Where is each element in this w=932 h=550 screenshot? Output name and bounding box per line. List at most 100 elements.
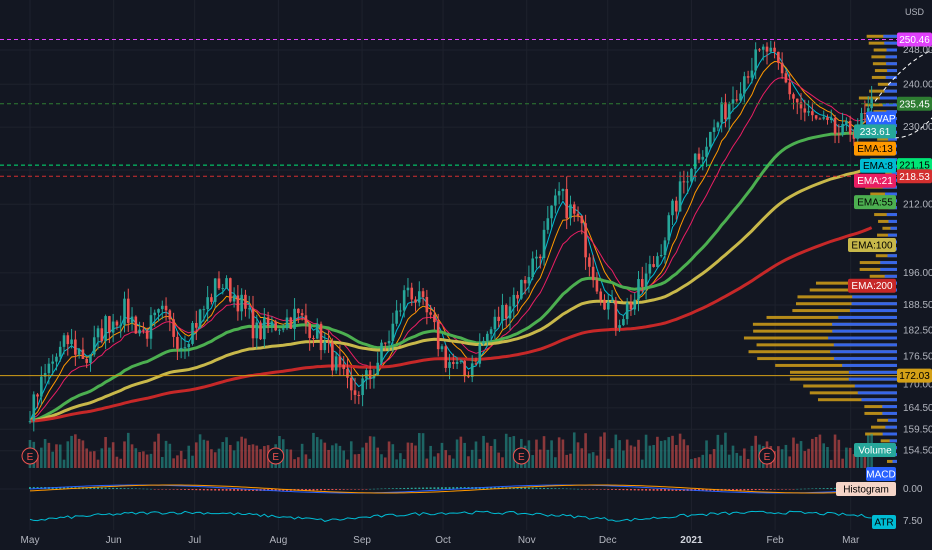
candle-body[interactable] (383, 342, 387, 344)
candle-body[interactable] (160, 305, 164, 310)
candle-body[interactable] (43, 373, 47, 377)
candle-body[interactable] (841, 123, 844, 135)
candle-body[interactable] (463, 360, 466, 377)
candle-body[interactable] (176, 336, 179, 349)
candle-body[interactable] (346, 369, 349, 378)
candle-body[interactable] (709, 131, 712, 147)
candle-body[interactable] (640, 279, 644, 287)
candle-body[interactable] (531, 258, 534, 278)
candle-body[interactable] (323, 341, 327, 351)
candle-body[interactable] (365, 370, 368, 379)
candle-body[interactable] (278, 329, 281, 331)
candle-body[interactable] (527, 277, 531, 284)
candle-body[interactable] (501, 304, 504, 321)
candle-body[interactable] (837, 133, 841, 135)
candle-body[interactable] (89, 354, 92, 363)
candle-body[interactable] (478, 344, 482, 364)
candle-body[interactable] (448, 362, 451, 368)
candle-body[interactable] (123, 298, 126, 325)
candle-body[interactable] (74, 339, 77, 355)
candle-body[interactable] (845, 120, 848, 124)
candle-body[interactable] (334, 356, 338, 371)
candle-body[interactable] (569, 204, 572, 219)
candle-body[interactable] (111, 321, 115, 333)
candle-body[interactable] (349, 377, 353, 391)
price-axis[interactable]: 248.00240.00230.00220.00212.00196.00188.… (903, 45, 932, 527)
candle-body[interactable] (32, 394, 36, 422)
candle-body[interactable] (682, 181, 686, 183)
candle-body[interactable] (259, 322, 262, 340)
candle-body[interactable] (293, 308, 296, 329)
candle-body[interactable] (315, 323, 319, 339)
candle-body[interactable] (270, 321, 274, 327)
candle-body[interactable] (229, 278, 232, 302)
candle-body[interactable] (848, 120, 852, 135)
candle-body[interactable] (342, 364, 346, 370)
candle-body[interactable] (40, 376, 43, 397)
candle-body[interactable] (414, 299, 417, 303)
candle-body[interactable] (195, 322, 198, 328)
candle-body[interactable] (625, 302, 629, 320)
candle-body[interactable] (697, 153, 701, 160)
candle-body[interactable] (96, 328, 100, 338)
candle-body[interactable] (183, 347, 187, 349)
candle-body[interactable] (85, 358, 88, 363)
candle-body[interactable] (236, 295, 240, 312)
candle-body[interactable] (584, 223, 587, 258)
candle-body[interactable] (489, 329, 493, 334)
candle-body[interactable] (240, 294, 243, 312)
candle-body[interactable] (701, 156, 705, 160)
candle-body[interactable] (353, 390, 357, 395)
candle-body[interactable] (308, 323, 311, 339)
candle-body[interactable] (213, 278, 217, 302)
candle-body[interactable] (648, 264, 652, 274)
candle-body[interactable] (633, 299, 637, 310)
earnings-marker[interactable]: E (512, 447, 530, 465)
candle-body[interactable] (421, 291, 425, 298)
earnings-marker[interactable]: E (267, 447, 285, 465)
candle-body[interactable] (508, 306, 512, 319)
candle-body[interactable] (410, 287, 414, 300)
candle-body[interactable] (826, 117, 829, 120)
candle-body[interactable] (814, 115, 818, 119)
candle-body[interactable] (179, 347, 183, 349)
candle-body[interactable] (705, 146, 708, 157)
candle-body[interactable] (263, 317, 266, 340)
candle-body[interactable] (417, 291, 421, 303)
candle-body[interactable] (686, 181, 689, 183)
candle-body[interactable] (395, 310, 398, 324)
earnings-marker[interactable]: E (758, 447, 776, 465)
candle-body[interactable] (765, 46, 769, 52)
candle-body[interactable] (735, 99, 739, 101)
candle-body[interactable] (28, 421, 32, 423)
candle-body[interactable] (622, 319, 625, 326)
candle-body[interactable] (444, 346, 448, 368)
candle-body[interactable] (675, 200, 678, 212)
candle-body[interactable] (304, 315, 308, 324)
candle-body[interactable] (576, 213, 580, 216)
candle-body[interactable] (482, 340, 485, 345)
candle-body[interactable] (542, 229, 546, 259)
candle-body[interactable] (77, 349, 81, 355)
candles[interactable] (28, 40, 873, 432)
candle-body[interactable] (538, 256, 542, 259)
candle-body[interactable] (319, 323, 323, 351)
candle-body[interactable] (678, 181, 682, 212)
candle-body[interactable] (860, 113, 863, 130)
candle-body[interactable] (289, 317, 293, 329)
candle-body[interactable] (504, 304, 508, 319)
candle-body[interactable] (599, 291, 603, 300)
candle-body[interactable] (104, 316, 107, 342)
candle-body[interactable] (157, 309, 160, 313)
candle-body[interactable] (637, 279, 640, 300)
candle-body[interactable] (614, 300, 618, 328)
candle-body[interactable] (486, 333, 489, 341)
candle-body[interactable] (168, 310, 172, 320)
candle-body[interactable] (149, 315, 153, 339)
candle-body[interactable] (467, 376, 470, 378)
candle-body[interactable] (187, 343, 191, 348)
candle-body[interactable] (387, 340, 391, 344)
candle-body[interactable] (372, 374, 376, 379)
candle-body[interactable] (780, 62, 784, 74)
candle-body[interactable] (693, 153, 697, 169)
